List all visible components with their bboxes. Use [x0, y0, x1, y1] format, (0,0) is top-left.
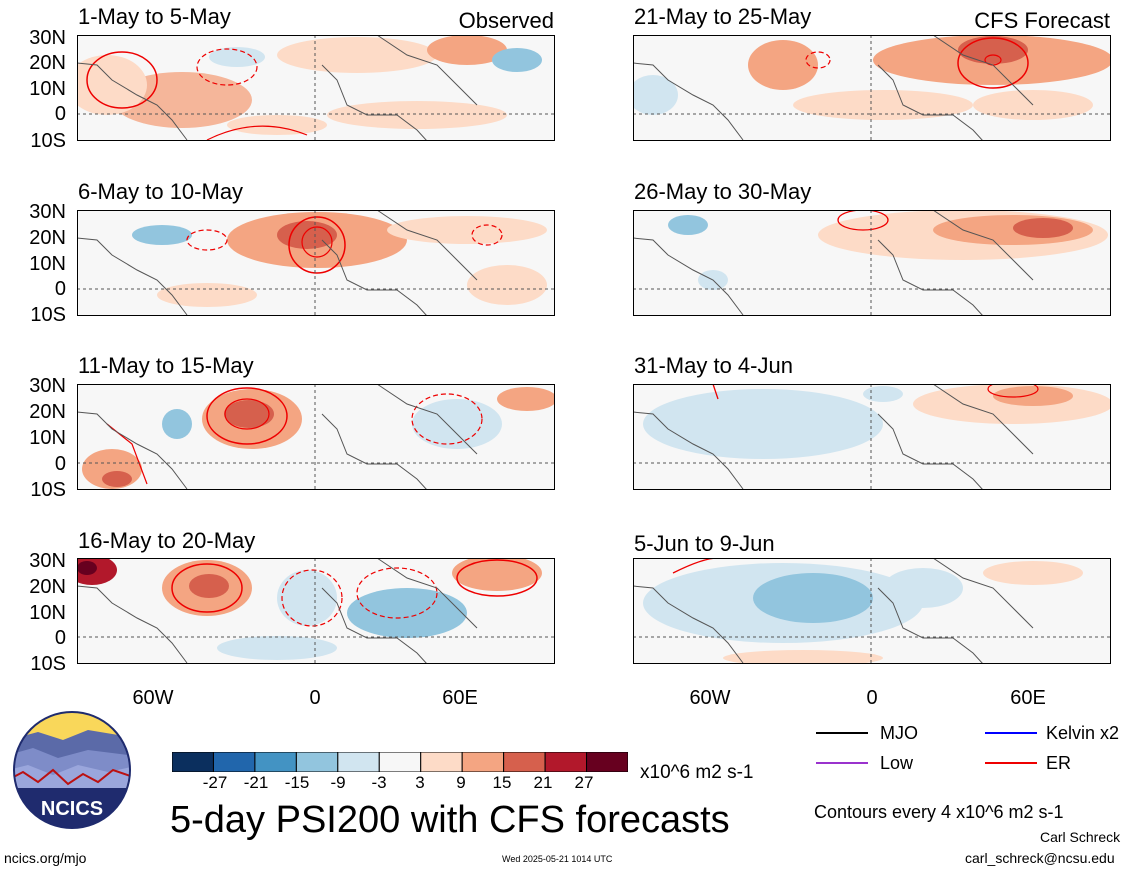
colorbar-tick-label: 15: [492, 773, 512, 792]
legend-line-low: [816, 762, 868, 764]
map-panel: [77, 210, 555, 316]
lat-label: 10N: [29, 427, 66, 449]
colorbar-swatch: [254, 752, 297, 772]
colorbar-swatch: [544, 752, 588, 772]
panel-title: 1-May to 5-May: [78, 4, 231, 29]
main-title: 5-day PSI200 with CFS forecasts: [170, 799, 730, 841]
contour-note: Contours every 4 x10^6 m2 s-1: [814, 802, 1064, 822]
lat-label: 10N: [29, 253, 66, 275]
colorbar-units: x10^6 m2 s-1: [640, 762, 754, 783]
colorbar-swatch: [337, 752, 380, 772]
lat-label: 30N: [29, 201, 66, 223]
lat-label: 10N: [29, 78, 66, 100]
colorbar-swatch: [461, 752, 505, 772]
panel-title: 21-May to 25-May: [634, 4, 812, 29]
colorbar-tick-label: 3: [415, 773, 425, 792]
colorbar-swatch: [378, 752, 422, 772]
lon-label: 60E: [442, 687, 478, 709]
lat-label: 20N: [29, 227, 66, 249]
colorbar-tick-label: 9: [456, 773, 466, 792]
panel-title: 11-May to 15-May: [78, 353, 254, 378]
map-panel: [633, 35, 1111, 141]
colorbar-swatch: [586, 752, 628, 772]
lat-label: 30N: [29, 550, 66, 572]
panel-title: 5-Jun to 9-Jun: [634, 531, 775, 556]
map-panel: [77, 35, 555, 141]
lat-label: 20N: [29, 401, 66, 423]
site-link[interactable]: ncics.org/mjo: [4, 850, 87, 866]
lat-label: 30N: [29, 27, 66, 49]
legend-line-mjo: [816, 732, 868, 734]
colorbar-swatch: [503, 752, 546, 772]
lat-label: 10N: [29, 602, 66, 624]
legend-label-kelvin: Kelvin x2: [1046, 723, 1120, 743]
lat-label: 20N: [29, 576, 66, 598]
colorbar-tick-label: -9: [330, 773, 346, 792]
lat-label: 0: [54, 278, 66, 300]
map-panel: [633, 384, 1111, 490]
lon-label: 60E: [1010, 687, 1046, 709]
legend-label-mjo: MJO: [880, 723, 918, 743]
lat-label: 0: [54, 627, 66, 649]
author: Carl Schreck: [1040, 829, 1121, 845]
lon-label: 0: [866, 687, 878, 709]
colorbar-tick-label: -15: [284, 773, 310, 792]
map-panel: [633, 558, 1111, 664]
timestamp: Wed 2025-05-21 1014 UTC: [502, 854, 613, 864]
lat-label: 0: [54, 103, 66, 125]
colorbar-swatch: [420, 752, 463, 772]
colorbar: [172, 752, 628, 772]
panel-title: 6-May to 10-May: [78, 179, 244, 204]
colorbar-swatch: [172, 752, 214, 772]
lat-label: 20N: [29, 52, 66, 74]
lon-label: 60W: [689, 687, 731, 709]
colorbar-tick-label: -21: [243, 773, 269, 792]
lon-label: 0: [309, 687, 321, 709]
map-panel: [77, 558, 555, 664]
panel-tag-observed: Observed: [458, 8, 554, 33]
panel-title: 31-May to 4-Jun: [634, 353, 793, 378]
panel-title: 16-May to 20-May: [78, 528, 256, 553]
panel-tag-forecast: CFS Forecast: [974, 8, 1110, 33]
colorbar-tick-label: -27: [202, 773, 228, 792]
colorbar-swatch: [295, 752, 339, 772]
lat-label: 10S: [30, 304, 66, 326]
lat-label: 10S: [30, 653, 66, 675]
colorbar-tick-label: 21: [533, 773, 553, 792]
lat-label: 0: [54, 453, 66, 475]
colorbar-tick-label: -3: [371, 773, 387, 792]
lat-label: 30N: [29, 375, 66, 397]
legend-label-low: Low: [880, 753, 914, 773]
logo-text: NCICS: [41, 798, 103, 820]
colorbar-tick-label: 27: [574, 773, 594, 792]
ncics-logo: NCICS: [13, 711, 131, 829]
map-panel: [77, 384, 555, 490]
email-link[interactable]: carl_schreck@ncsu.edu: [965, 850, 1115, 866]
legend-line-er: [985, 762, 1037, 764]
lon-label: 60W: [132, 687, 174, 709]
colorbar-swatch: [212, 752, 256, 772]
legend-line-kelvin: [985, 732, 1037, 734]
lat-label: 10S: [30, 130, 66, 152]
legend-label-er: ER: [1046, 753, 1072, 773]
panel-title: 26-May to 30-May: [634, 179, 812, 204]
lat-label: 10S: [30, 479, 66, 501]
map-panel: [633, 210, 1111, 316]
